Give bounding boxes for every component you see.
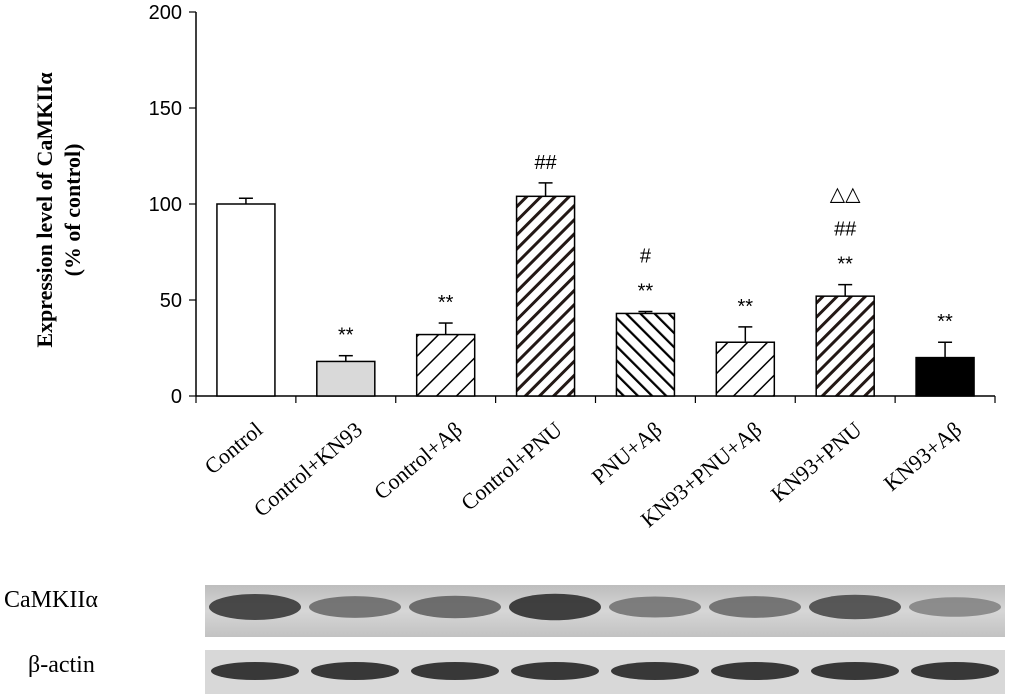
bar: [515, 195, 576, 397]
blot-band-camkii: [809, 594, 901, 620]
blot-label-camkii: CaMKIIα: [4, 587, 98, 613]
bars: ** ** ## ** # ** ** ## △△ **: [216, 152, 975, 397]
bar-group: ##: [515, 152, 576, 397]
y-axis-label-line2: (% of control): [60, 144, 85, 277]
y-axis-label: Expression level of CaMKIIα (% of contro…: [32, 72, 85, 348]
significance-marker: **: [438, 292, 454, 314]
blot-band-camkii: [409, 595, 501, 619]
y-tick-label: 150: [149, 98, 182, 120]
bar: [915, 356, 975, 397]
bar-group: **: [715, 296, 776, 397]
blot-band-actin: [411, 662, 499, 680]
bar-group: ** ## △△: [815, 184, 875, 397]
blot-band-camkii: [309, 596, 401, 618]
x-tick-label: Control+Aβ: [369, 417, 467, 505]
bar-group: **: [316, 325, 376, 397]
significance-marker: **: [638, 281, 654, 303]
significance-marker: **: [837, 254, 853, 276]
x-tick-label: KN93+Aβ: [879, 417, 967, 496]
significance-marker: **: [937, 311, 953, 333]
x-tick-label: PNU+Aβ: [587, 417, 667, 490]
blot-label-actin: β-actin: [28, 652, 95, 678]
bar: [216, 203, 276, 397]
blot-band-actin: [811, 662, 899, 680]
significance-marker: ##: [834, 219, 857, 241]
y-tick-label: 50: [160, 290, 182, 312]
y-tick-label: 100: [149, 194, 182, 216]
blot-band-actin: [311, 662, 399, 680]
significance-marker: #: [640, 246, 652, 268]
significance-marker: **: [738, 296, 754, 318]
bar-group: ** #: [615, 246, 676, 397]
blot-band-actin: [511, 662, 599, 680]
blot-band-camkii: [609, 596, 701, 618]
significance-marker: ##: [534, 152, 557, 174]
blot-band-camkii: [509, 593, 601, 621]
bar-group: **: [915, 311, 975, 397]
y-tick-label: 0: [171, 386, 182, 408]
axes: [195, 12, 996, 403]
bar: [316, 360, 376, 397]
y-tick-label: 200: [149, 2, 182, 24]
x-tick-label: Control+PNU: [456, 417, 567, 516]
western-blot: CaMKIIα β-actin: [4, 585, 1005, 694]
bar-group: **: [415, 292, 476, 397]
x-tick-label: Control: [200, 417, 268, 479]
bar-group: [216, 197, 276, 397]
bar: [415, 333, 476, 397]
blot-band-actin: [211, 662, 299, 680]
bar: [715, 341, 776, 397]
blot-band-camkii: [209, 594, 301, 620]
y-axis-label-line1: Expression level of CaMKIIα: [32, 72, 57, 348]
blot-band-camkii: [909, 597, 1001, 617]
blot-band-actin: [711, 662, 799, 680]
significance-marker: △△: [830, 184, 861, 206]
significance-marker: **: [338, 325, 354, 347]
bar: [815, 295, 875, 397]
x-tick-label: Control+KN93: [249, 417, 367, 522]
blot-band-actin: [611, 662, 699, 680]
y-ticks: 0 50 100 150 200: [149, 2, 196, 408]
x-tick-label: KN93+PNU: [766, 417, 867, 507]
bar: [615, 312, 676, 397]
blot-band-camkii: [709, 596, 801, 618]
blot-band-actin: [911, 662, 999, 680]
